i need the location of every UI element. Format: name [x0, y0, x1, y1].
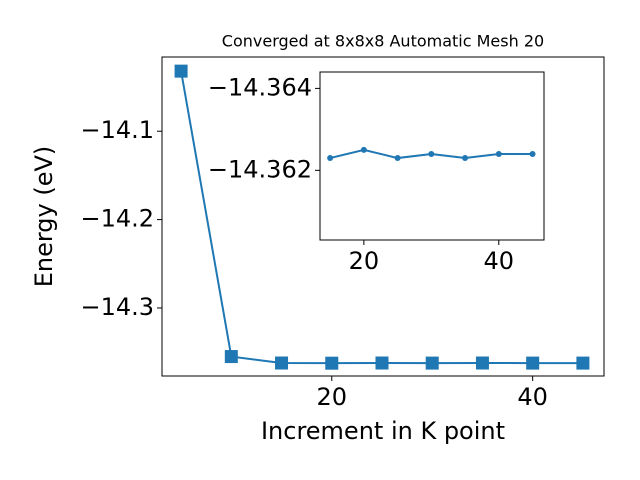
x-tick-label: 40 — [484, 247, 515, 275]
y-axis-label: Energy (eV) — [30, 146, 58, 288]
marker — [495, 150, 502, 157]
x-tick-label: 20 — [316, 383, 347, 411]
y-tick-label: −14.362 — [208, 155, 312, 183]
marker — [360, 146, 367, 153]
y-tick-label: −14.3 — [80, 293, 154, 321]
marker — [526, 356, 540, 370]
marker — [428, 150, 435, 157]
marker — [325, 356, 339, 370]
marker — [327, 155, 334, 162]
marker — [425, 356, 439, 370]
y-tick-label: −14.1 — [80, 116, 154, 144]
y-tick-label: −14.364 — [208, 73, 312, 101]
chart-title: Converged at 8x8x8 Automatic Mesh 20 — [222, 32, 544, 51]
marker — [275, 356, 289, 370]
x-axis-label: Increment in K point — [261, 417, 505, 445]
marker — [375, 356, 389, 370]
marker — [224, 350, 238, 364]
marker — [576, 356, 590, 370]
x-tick-label: 40 — [517, 383, 548, 411]
marker — [475, 356, 489, 370]
marker — [529, 150, 536, 157]
marker — [394, 155, 401, 162]
marker — [462, 155, 469, 162]
y-tick-label: −14.2 — [80, 205, 154, 233]
x-tick-label: 20 — [349, 247, 380, 275]
marker — [174, 64, 188, 78]
